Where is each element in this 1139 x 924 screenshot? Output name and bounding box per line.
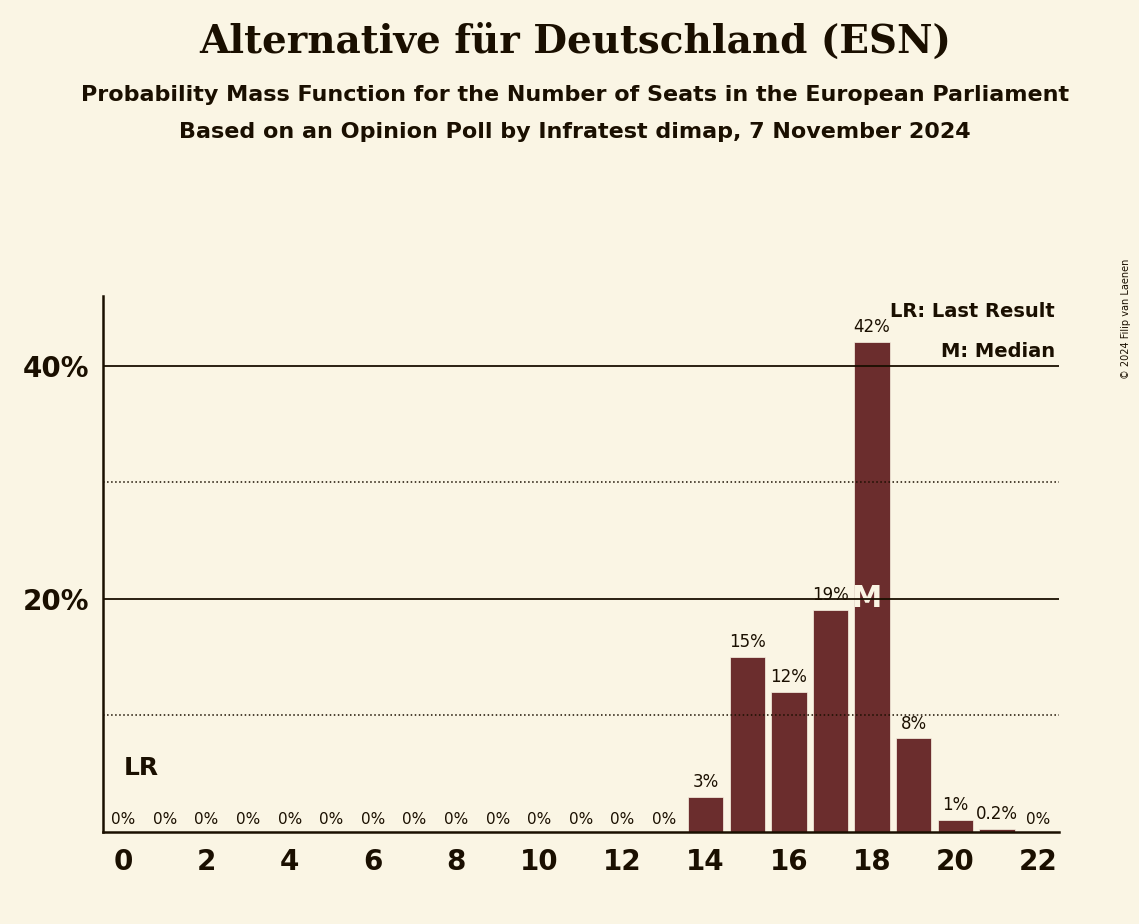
Text: 0%: 0% — [444, 812, 468, 827]
Text: M: M — [851, 584, 882, 614]
Text: 0%: 0% — [112, 812, 136, 827]
Text: 12%: 12% — [770, 668, 808, 686]
Text: 0%: 0% — [319, 812, 344, 827]
Text: 0%: 0% — [278, 812, 302, 827]
Bar — [771, 692, 806, 832]
Bar — [854, 342, 890, 832]
Text: Alternative für Deutschland (ESN): Alternative für Deutschland (ESN) — [199, 23, 951, 61]
Text: 0.2%: 0.2% — [976, 806, 1018, 823]
Text: 0%: 0% — [195, 812, 219, 827]
Text: 0%: 0% — [611, 812, 634, 827]
Text: 0%: 0% — [568, 812, 593, 827]
Bar — [980, 829, 1015, 832]
Text: 0%: 0% — [1026, 812, 1050, 827]
Bar — [937, 820, 973, 832]
Text: LR: Last Result: LR: Last Result — [891, 301, 1055, 321]
Text: M: Median: M: Median — [941, 342, 1055, 361]
Bar — [896, 738, 932, 832]
Text: 0%: 0% — [527, 812, 551, 827]
Text: 0%: 0% — [236, 812, 260, 827]
Text: 42%: 42% — [854, 319, 891, 336]
Bar — [730, 657, 765, 832]
Text: 0%: 0% — [485, 812, 510, 827]
Text: 3%: 3% — [693, 772, 719, 791]
Text: 8%: 8% — [901, 714, 927, 733]
Text: 0%: 0% — [652, 812, 677, 827]
Text: © 2024 Filip van Laenen: © 2024 Filip van Laenen — [1121, 259, 1131, 379]
Text: 0%: 0% — [402, 812, 427, 827]
Text: 1%: 1% — [942, 796, 968, 814]
Text: 15%: 15% — [729, 633, 765, 651]
Text: Based on an Opinion Poll by Infratest dimap, 7 November 2024: Based on an Opinion Poll by Infratest di… — [179, 122, 972, 142]
Bar — [688, 796, 723, 832]
Text: 19%: 19% — [812, 587, 849, 604]
Bar — [813, 610, 849, 832]
Text: 0%: 0% — [153, 812, 177, 827]
Text: Probability Mass Function for the Number of Seats in the European Parliament: Probability Mass Function for the Number… — [81, 85, 1070, 105]
Text: LR: LR — [124, 756, 158, 780]
Text: 0%: 0% — [361, 812, 385, 827]
